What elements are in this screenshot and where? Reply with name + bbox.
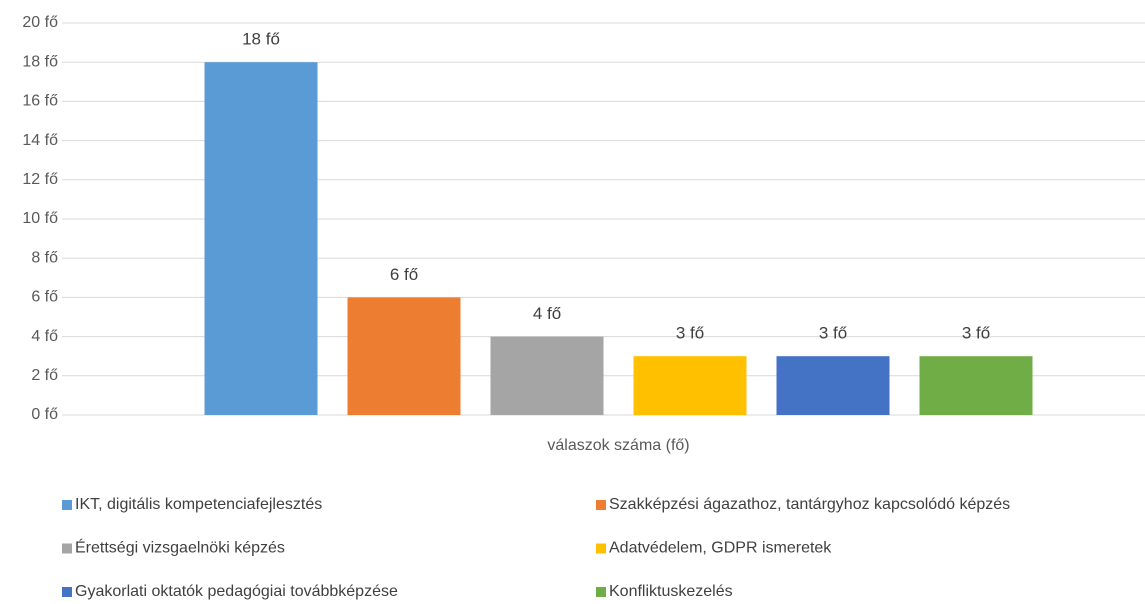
y-tick-label: 20 fő [22, 14, 58, 31]
x-tick-label: válaszok száma (fő) [547, 437, 689, 454]
y-tick-label: 14 fő [22, 132, 58, 149]
bar [776, 356, 890, 415]
legend-swatch [596, 543, 606, 554]
y-tick-label: 2 fő [31, 367, 58, 384]
y-tick-label: 16 fő [22, 93, 58, 110]
y-tick-label: 6 fő [31, 289, 58, 306]
y-tick-label: 0 fő [31, 406, 58, 423]
legend-label: IKT, digitális kompetenciafejlesztés [75, 496, 322, 513]
y-tick-label: 18 fő [22, 53, 58, 70]
y-tick-label: 12 fő [22, 171, 58, 188]
value-label: 3 fő [962, 324, 990, 343]
y-tick-label: 4 fő [31, 328, 58, 345]
legend-label: Adatvédelem, GDPR ismeretek [609, 540, 832, 557]
legend-swatch [62, 543, 72, 554]
legend-label: Érettségi vizsgaelnöki képzés [75, 538, 285, 557]
legend-label: Szakképzési ágazathoz, tantárgyhoz kapcs… [609, 496, 1010, 513]
bar [490, 336, 604, 415]
value-label: 3 fő [676, 324, 704, 343]
legend-swatch [62, 587, 72, 597]
legend-swatch [596, 587, 606, 597]
bar [633, 356, 747, 415]
legend-label: Konfliktuskezelés [609, 583, 733, 600]
bar [204, 62, 318, 415]
value-label: 4 fő [533, 304, 561, 323]
value-label: 18 fő [242, 30, 280, 49]
y-tick-label: 10 fő [22, 210, 58, 227]
legend-swatch [62, 500, 72, 510]
legend-label: Gyakorlati oktatók pedagógiai továbbképz… [75, 583, 398, 600]
value-label: 3 fő [819, 324, 847, 343]
legend-swatch [596, 500, 606, 510]
bar [919, 356, 1033, 415]
bar [347, 297, 461, 415]
value-label: 6 fő [390, 265, 418, 284]
y-tick-label: 8 fő [31, 249, 58, 266]
